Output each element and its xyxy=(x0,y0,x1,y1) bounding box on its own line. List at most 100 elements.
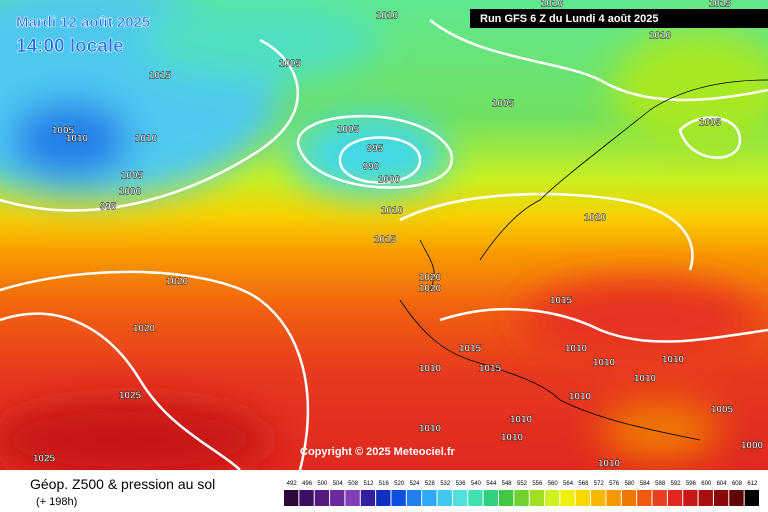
isobar-label: 1010 xyxy=(66,134,89,145)
scale-label: 512 xyxy=(363,481,374,487)
run-banner xyxy=(470,9,768,28)
scale-label: 500 xyxy=(317,481,328,487)
isobar-label: 1020 xyxy=(419,284,442,295)
forecast-lead: (+ 198h) xyxy=(36,496,77,508)
isobar-label: 1015 xyxy=(374,235,397,246)
time: 14:00 locale xyxy=(16,36,124,57)
isobar-label: 1005 xyxy=(711,405,734,416)
isobar-label: 1010 xyxy=(634,374,657,385)
scale-swatch xyxy=(314,490,330,506)
scale-label: 552 xyxy=(517,481,528,487)
scale-swatch xyxy=(560,490,575,506)
isobars xyxy=(0,19,768,471)
isobar-label: 1010 xyxy=(381,206,404,217)
scale-swatch xyxy=(422,490,437,506)
scale-label: 540 xyxy=(471,481,482,487)
color-scale: 492 496 500 504 508 512 516 520 524 528 532 536 540 5… xyxy=(284,481,759,506)
scale-label: 524 xyxy=(410,481,421,487)
scale-label: 492 xyxy=(287,481,298,487)
scale-label: 572 xyxy=(594,481,605,487)
scale-label: 560 xyxy=(548,481,559,487)
scale-label: 576 xyxy=(609,481,620,487)
scale-label: 604 xyxy=(717,481,728,487)
scale-swatch xyxy=(284,490,299,506)
scale-swatch xyxy=(713,490,729,506)
isobar-label: 1010 xyxy=(541,0,564,10)
isobar-label: 1025 xyxy=(33,454,56,465)
isobar-label: 1010 xyxy=(593,358,616,369)
scale-label: 592 xyxy=(671,481,682,487)
scale-swatch xyxy=(683,490,698,506)
isobar-label: 1020 xyxy=(584,213,607,224)
scale-label: 608 xyxy=(732,481,743,487)
scale-swatch xyxy=(652,490,667,506)
scale-swatch xyxy=(330,490,345,506)
isobar-label: 995 xyxy=(100,202,117,213)
isobar-label: 1005 xyxy=(121,171,144,182)
scale-label: 596 xyxy=(686,481,697,487)
scale-label: 600 xyxy=(701,481,712,487)
isobar-label: 1005 xyxy=(279,59,302,70)
copyright: Copyright © 2025 Meteociel.fr xyxy=(300,446,456,458)
scale-swatch xyxy=(545,490,560,506)
isobar-label: 1015 xyxy=(459,344,482,355)
scale-label: 504 xyxy=(333,481,344,487)
scale-label: 556 xyxy=(532,481,543,487)
scale-label: 532 xyxy=(440,481,451,487)
scale-label: 584 xyxy=(640,481,651,487)
isobar-label: 1020 xyxy=(419,273,442,284)
isobar-label: 995 xyxy=(367,144,384,155)
isobar-label: 1005 xyxy=(337,125,360,136)
scale-swatch xyxy=(406,490,422,506)
scale-label: 580 xyxy=(624,481,635,487)
scale-swatch xyxy=(360,490,376,506)
scale-swatch xyxy=(575,490,591,506)
isobar-label: 1015 xyxy=(709,0,732,10)
scale-swatch xyxy=(391,490,406,506)
scale-label: 568 xyxy=(578,481,589,487)
scale-swatch xyxy=(591,490,606,506)
isobar-label: 1010 xyxy=(135,134,158,145)
isobar-label: 1010 xyxy=(501,433,524,444)
scale-swatch xyxy=(498,490,514,506)
scale-swatch xyxy=(606,490,621,506)
scale-swatch xyxy=(667,490,683,506)
scale-swatch xyxy=(452,490,468,506)
background-field xyxy=(0,0,768,480)
isobar-label: 1020 xyxy=(133,324,156,335)
scale-label: 516 xyxy=(379,481,390,487)
isobar-label: 1005 xyxy=(52,126,75,137)
scale-swatch xyxy=(621,490,637,506)
isobar-label: 1010 xyxy=(510,415,533,426)
scale-swatch xyxy=(376,490,391,506)
scale-label: 612 xyxy=(747,481,758,487)
scale-swatch xyxy=(637,490,652,506)
isobar-label: 1000 xyxy=(119,187,142,198)
scale-label: 508 xyxy=(348,481,359,487)
isobar-label: 1000 xyxy=(378,175,401,186)
footer-title: Géop. Z500 & pression au sol xyxy=(30,476,215,492)
isobar-label: 990 xyxy=(363,162,380,173)
scale-swatch xyxy=(729,490,744,506)
scale-label: 528 xyxy=(425,481,436,487)
isobar-label: 1010 xyxy=(649,31,672,42)
coastlines xyxy=(399,79,768,441)
isobar-label: 1025 xyxy=(119,391,142,402)
scale-swatch xyxy=(529,490,545,506)
isobar-labels: 1010101510101010101510051005100510051010… xyxy=(33,0,764,470)
isobar-label: 1010 xyxy=(662,355,685,366)
run-info: Run GFS 6 Z du Lundi 4 août 2025 xyxy=(480,13,658,25)
scale-swatch xyxy=(744,490,759,506)
scale-swatch xyxy=(437,490,452,506)
scale-label: 536 xyxy=(456,481,467,487)
isobar-label: 1010 xyxy=(565,344,588,355)
isobar-label: 1010 xyxy=(419,364,442,375)
scale-swatch xyxy=(468,490,483,506)
isobar-label: 1000 xyxy=(741,441,764,452)
scale-swatch xyxy=(345,490,360,506)
isobar-label: 1010 xyxy=(569,392,592,403)
isobar-label: 1010 xyxy=(598,459,621,470)
scale-label: 520 xyxy=(394,481,405,487)
scale-swatch xyxy=(483,490,498,506)
